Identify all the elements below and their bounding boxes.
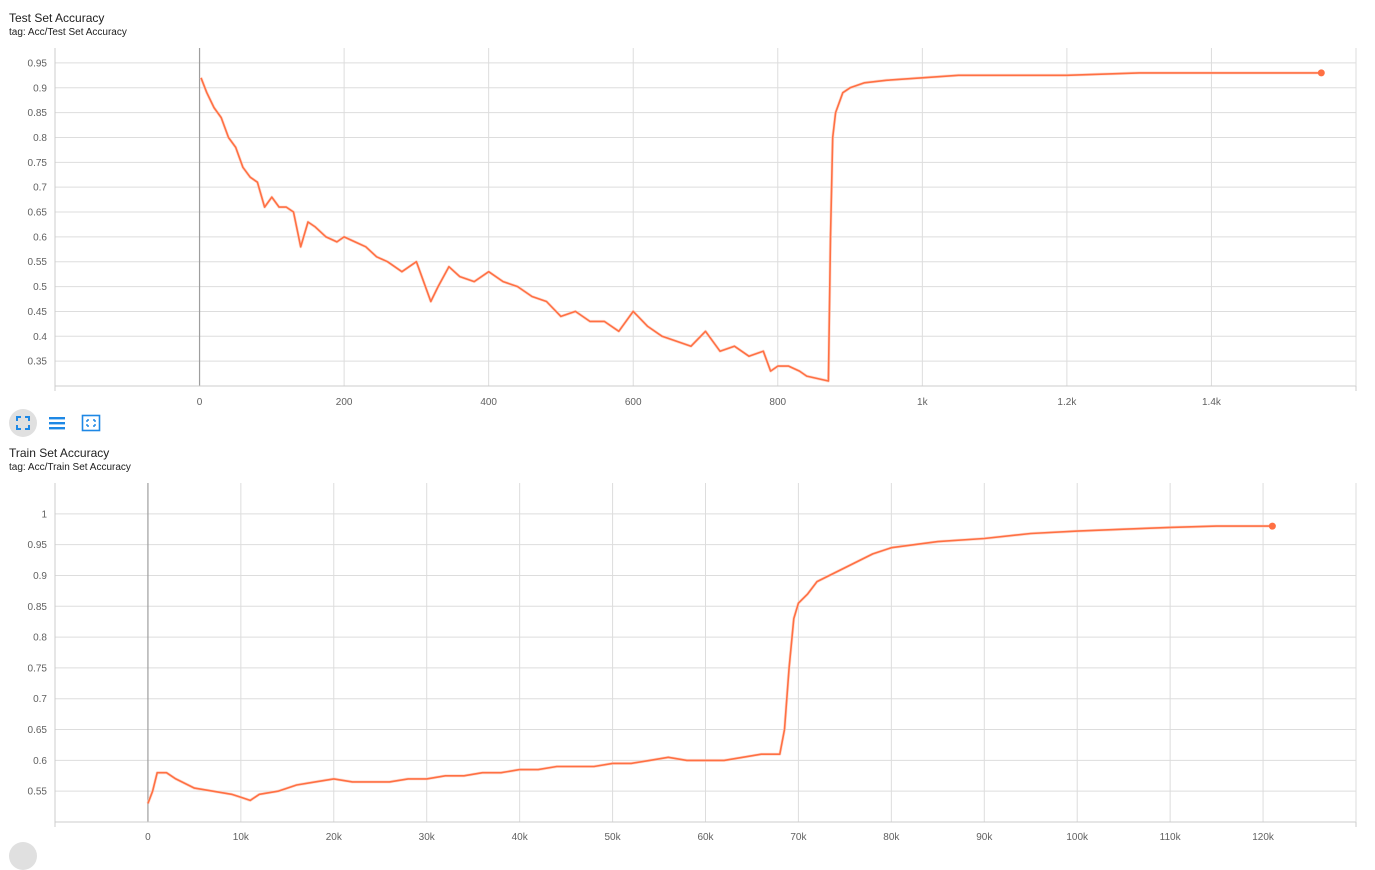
y-tick-label: 0.9 [33, 571, 47, 582]
x-tick-label: 1.4k [1202, 397, 1222, 408]
fullscreen-button[interactable] [9, 842, 37, 870]
x-tick-label: 60k [697, 832, 714, 843]
y-tick-label: 0.35 [28, 357, 48, 368]
x-tick-label: 400 [480, 397, 497, 408]
y-tick-label: 0.45 [28, 307, 48, 318]
x-tick-label: 0 [197, 397, 203, 408]
fit-domain-icon [81, 414, 101, 432]
test-accuracy-card: Test Set Accuracy tag: Acc/Test Set Accu… [0, 0, 1375, 408]
x-tick-label: 120k [1252, 832, 1275, 843]
y-tick-label: 0.85 [28, 602, 48, 613]
x-tick-label: 40k [512, 832, 529, 843]
chart-title: Train Set Accuracy [9, 446, 110, 460]
chart-tag: tag: Acc/Train Set Accuracy [9, 462, 131, 473]
card-toolbar [9, 409, 105, 437]
x-tick-label: 70k [790, 832, 807, 843]
train-accuracy-chart[interactable]: 0.55 0.6 0.65 0.7 0.75 0.8 0.85 0.9 0.95 1 0 10k 20k… [0, 438, 1375, 848]
x-tick-label: 600 [625, 397, 642, 408]
y-tick-label: 0.95 [28, 58, 48, 69]
x-tick-label: 90k [976, 832, 993, 843]
y-tick-label: 1 [41, 509, 47, 520]
y-tick-label: 0.7 [33, 694, 47, 705]
chart-title: Test Set Accuracy [9, 11, 105, 25]
y-tick-label: 0.65 [28, 208, 48, 219]
y-tick-label: 0.9 [33, 83, 47, 94]
y-tick-label: 0.6 [33, 756, 47, 767]
y-tick-label: 0.55 [28, 257, 48, 268]
y-tick-label: 0.4 [33, 332, 47, 343]
list-icon [49, 417, 65, 430]
y-tick-label: 0.75 [28, 158, 48, 169]
x-tick-label: 100k [1066, 832, 1089, 843]
y-tick-label: 0.8 [33, 633, 47, 644]
fullscreen-icon [16, 416, 30, 430]
y-tick-label: 0.8 [33, 133, 47, 144]
x-tick-label: 10k [233, 832, 250, 843]
x-tick-label: 50k [605, 832, 622, 843]
series-raw-line [199, 71, 1322, 383]
fullscreen-button[interactable] [9, 409, 37, 437]
series-raw-line [146, 524, 1273, 805]
x-tick-label: 80k [883, 832, 900, 843]
y-tick-label: 0.7 [33, 183, 47, 194]
y-tick-label: 0.95 [28, 540, 48, 551]
test-accuracy-chart[interactable]: 0.35 0.4 0.45 0.5 0.55 0.6 0.65 0.7 0.75 0.8 0.85 0… [0, 0, 1375, 408]
fit-domain-button[interactable] [77, 409, 105, 437]
last-point-marker [1268, 522, 1276, 530]
toggle-log-button[interactable] [43, 409, 71, 437]
y-tick-label: 0.6 [33, 232, 47, 243]
x-tick-label: 1k [917, 397, 929, 408]
x-tick-label: 0 [145, 832, 151, 843]
y-tick-label: 0.55 [28, 787, 48, 798]
series-line[interactable] [200, 72, 1322, 382]
x-tick-label: 110k [1160, 832, 1182, 843]
x-tick-label: 20k [326, 832, 343, 843]
x-tick-label: 30k [419, 832, 436, 843]
y-tick-label: 0.65 [28, 725, 48, 736]
x-tick-label: 1.2k [1057, 397, 1077, 408]
last-point-marker [1317, 69, 1325, 77]
y-tick-label: 0.5 [33, 282, 47, 293]
x-tick-label: 800 [769, 397, 786, 408]
series-line[interactable] [147, 525, 1273, 804]
y-tick-label: 0.85 [28, 108, 48, 119]
chart-tag: tag: Acc/Test Set Accuracy [9, 27, 127, 38]
y-tick-label: 0.75 [28, 663, 48, 674]
x-tick-label: 200 [336, 397, 353, 408]
train-accuracy-card: Train Set Accuracy tag: Acc/Train Set Ac… [0, 438, 1375, 848]
